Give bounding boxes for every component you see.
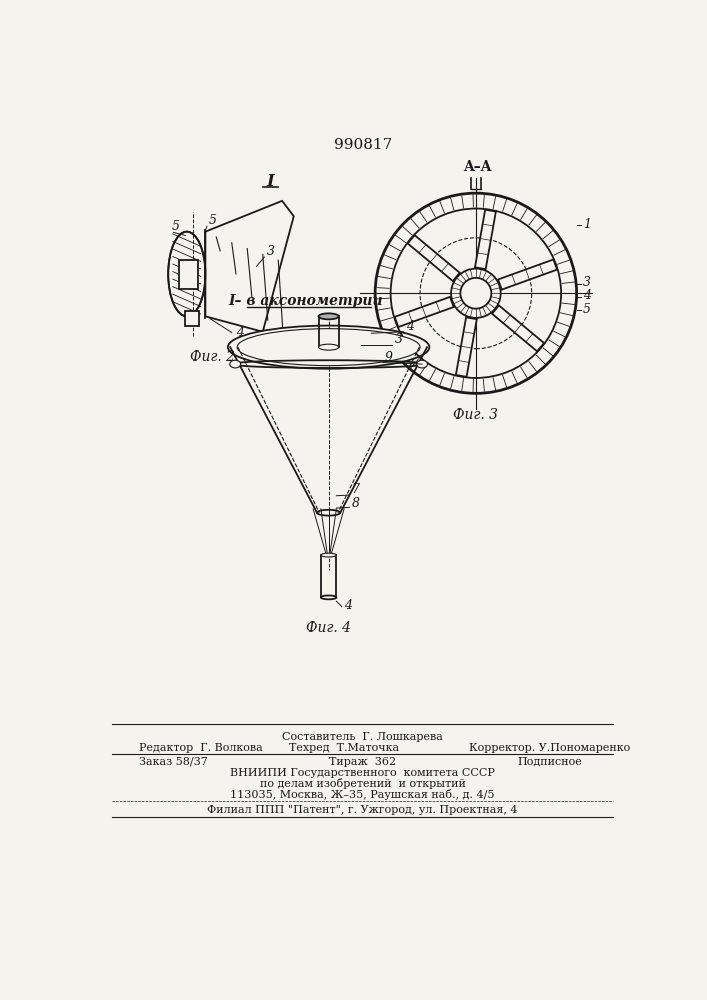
Text: 113035, Москва, Ж–35, Раушская наб., д. 4/5: 113035, Москва, Ж–35, Раушская наб., д. … [230,789,495,800]
Text: A–A: A–A [463,160,491,174]
Polygon shape [475,210,496,269]
Text: Заказ 58/37: Заказ 58/37 [139,757,207,767]
Text: 3: 3 [267,245,274,258]
Ellipse shape [319,344,339,350]
Text: Фиг. 3: Фиг. 3 [453,408,498,422]
Ellipse shape [319,313,339,319]
Bar [185,311,199,326]
Text: 9: 9 [385,351,392,364]
Text: 5: 5 [209,214,216,227]
Bar [179,260,198,289]
Ellipse shape [230,360,240,368]
Polygon shape [456,317,477,377]
Text: 5: 5 [583,303,591,316]
Ellipse shape [416,360,428,368]
Circle shape [375,193,577,393]
Text: Филиал ППП "Патент", г. Ужгород, ул. Проектная, 4: Филиал ППП "Патент", г. Ужгород, ул. Про… [207,805,518,815]
Text: 4: 4 [406,320,414,333]
Polygon shape [408,235,460,281]
Text: 990817: 990817 [334,138,392,152]
Ellipse shape [168,232,206,316]
Text: 4: 4 [344,599,352,612]
Text: Фиг. 4: Фиг. 4 [306,621,351,635]
Text: Фиг. 2: Фиг. 2 [190,350,235,364]
Text: Техред  Т.Маточка: Техред Т.Маточка [289,743,399,753]
Polygon shape [206,201,293,332]
Ellipse shape [237,329,420,366]
Ellipse shape [321,553,337,557]
Text: 1: 1 [583,218,591,231]
Circle shape [460,278,491,309]
Polygon shape [492,305,544,351]
Text: I: I [267,173,274,190]
Text: ВНИИПИ Государственного  комитета СССР: ВНИИПИ Государственного комитета СССР [230,768,495,778]
Text: 7: 7 [352,483,360,496]
Text: 8: 8 [352,497,360,510]
Text: 3: 3 [583,276,591,289]
Text: Корректор. У.Пономаренко: Корректор. У.Пономаренко [469,743,630,753]
Polygon shape [498,259,557,290]
Text: Составитель  Г. Лошкарева: Составитель Г. Лошкарева [282,732,443,742]
Text: Тираж  362: Тираж 362 [329,757,397,767]
Circle shape [451,269,501,318]
Text: 4: 4 [583,289,591,302]
Ellipse shape [317,510,340,516]
Text: по делам изобретений  и открытий: по делам изобретений и открытий [259,778,466,789]
Text: I– в аксонометрии: I– в аксонометрии [228,294,382,308]
Ellipse shape [228,326,429,369]
Text: 5: 5 [171,220,180,233]
Text: 3: 3 [395,333,402,346]
Text: 4: 4 [235,326,244,339]
Text: Подписное: Подписное [517,757,582,767]
Ellipse shape [321,595,337,599]
Polygon shape [395,297,454,327]
Text: Редактор  Г. Волкова: Редактор Г. Волкова [139,743,262,753]
